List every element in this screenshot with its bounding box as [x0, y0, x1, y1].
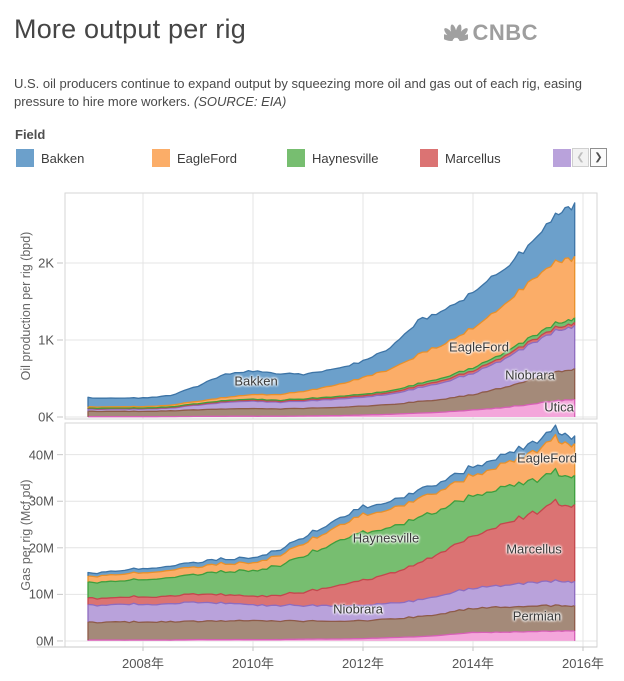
x-tick-label: 2012年 [342, 656, 384, 671]
legend-item-label: Haynesville [312, 150, 379, 166]
legend-prev-button[interactable]: ❮ [572, 148, 589, 167]
area-label-permian: Permian [512, 608, 562, 624]
peacock-icon [444, 22, 469, 43]
legend-item-bakken[interactable]: Bakken [16, 149, 84, 167]
area-label-niobrara: Niobrara [333, 601, 383, 617]
area-label-eagleford: EagleFord [517, 450, 577, 466]
y-tick-label: 2K [38, 255, 54, 271]
area-label-bakken: Bakken [234, 373, 278, 389]
legend-swatch [420, 149, 438, 167]
legend-swatch [553, 149, 571, 167]
cnbc-logo: CNBC [444, 19, 538, 45]
legend-item-partial[interactable] [553, 149, 571, 167]
legend-swatch [16, 149, 34, 167]
area-label-utica: Utica [544, 399, 574, 415]
y-tick-label: 30M [28, 493, 54, 509]
legend-item-eagleford[interactable]: EagleFord [152, 149, 237, 167]
legend-swatch [152, 149, 170, 167]
area-label-marcellus: Marcellus [506, 541, 562, 557]
legend-item-label: Marcellus [445, 150, 501, 166]
logo-text: CNBC [472, 19, 538, 45]
legend-swatch [287, 149, 305, 167]
legend-item-marcellus[interactable]: Marcellus [420, 149, 501, 167]
y-tick-label: 40M [28, 447, 54, 463]
legend-next-button[interactable]: ❯ [590, 148, 607, 167]
y-tick-label: 0K [38, 409, 54, 425]
chart-description: U.S. oil producers continue to expand ou… [14, 75, 602, 111]
y-tick-label: 20M [28, 540, 54, 556]
y-tick-label: 0M [35, 633, 54, 649]
legend-item-haynesville[interactable]: Haynesville [287, 149, 378, 167]
area-label-haynesville: Haynesville [352, 530, 420, 546]
legend-item-label: Bakken [41, 150, 85, 166]
y-axis-title: Oil production per rig (bpd) [19, 231, 33, 381]
y-tick-label: 10M [28, 586, 54, 602]
x-tick-label: 2014年 [452, 656, 494, 671]
x-tick-label: 2016年 [562, 656, 604, 671]
x-tick-label: 2008年 [122, 656, 164, 671]
source-text: (SOURCE: EIA) [193, 94, 287, 110]
legend-item-label: EagleFord [177, 150, 237, 166]
legend-title: Field [15, 127, 46, 142]
page-title: More output per rig [14, 14, 246, 44]
x-tick-label: 2010年 [232, 656, 274, 671]
y-tick-label: 1K [38, 332, 54, 348]
area-label-eagleford: EagleFord [449, 339, 509, 355]
description-text: U.S. oil producers continue to expand ou… [14, 76, 583, 110]
area-label-niobrara: Niobrara [505, 367, 555, 383]
y-axis-title: Gas per rig (Mcf pd) [19, 479, 33, 591]
